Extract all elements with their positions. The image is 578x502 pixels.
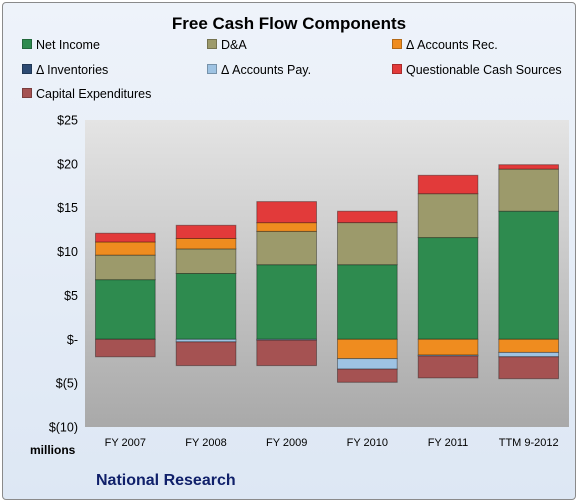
legend-swatch-inventories: [22, 64, 32, 74]
legend-item-accounts-rec: Δ Accounts Rec.: [392, 38, 498, 52]
bar-capital-expenditures-fy-2010: [337, 368, 398, 383]
bar-net-income-ttm-9-2012: [498, 210, 559, 340]
bar-capital-expenditures-fy-2007: [95, 338, 156, 358]
labels-layer: FY 2007 FY 2008 FY 2009 FY 2010 FY 2011 TTM 9…: [49, 114, 559, 450]
plot-background: [85, 120, 569, 427]
legend-swatch-accounts-pay: [207, 64, 217, 74]
legend-label-inventories: Δ Inventories: [36, 63, 109, 77]
y-tick-label: $(5): [56, 377, 78, 391]
x-tick-label-fy-2009: FY 2009: [266, 437, 307, 449]
legend-swatch-net-income: [22, 39, 32, 49]
y-tick-label: $5: [64, 289, 78, 303]
x-tick-label-fy-2008: FY 2008: [185, 437, 226, 449]
legend-item-net-income: Net Income: [22, 38, 100, 52]
bar-questionable-cash-sources-fy-2007: [95, 232, 156, 243]
bar-accounts-pay-fy-2010: [337, 358, 398, 370]
bar-capital-expenditures-fy-2008: [175, 341, 237, 367]
chart-title: Free Cash Flow Components: [171, 14, 407, 33]
y-tick-label: $25: [57, 114, 78, 128]
bar-accounts-rec-fy-2009: [256, 222, 317, 232]
bars-layer: [95, 164, 559, 383]
bar-d-a-fy-2007: [95, 254, 156, 281]
legend-swatch-capex: [22, 88, 32, 98]
bar-d-a-ttm-9-2012: [498, 168, 559, 212]
x-tick-label-fy-2010: FY 2010: [347, 437, 388, 449]
bar-questionable-cash-sources-fy-2008: [175, 224, 237, 240]
x-tick-label-ttm-9-2012: TTM 9-2012: [499, 437, 559, 449]
bar-net-income-fy-2007: [95, 279, 156, 340]
legend-label-accounts-rec: Δ Accounts Rec.: [406, 38, 498, 52]
y-tick-label: $15: [57, 201, 78, 215]
x-tick-label-fy-2007: FY 2007: [105, 437, 146, 449]
bar-accounts-pay-ttm-9-2012: [498, 351, 559, 358]
y-tick-label: $-: [67, 333, 78, 347]
bar-accounts-rec-fy-2011: [417, 338, 479, 356]
y-tick-label: $10: [57, 245, 78, 259]
legend-item-d-and-a: D&A: [207, 38, 247, 52]
legend-label-d-and-a: D&A: [221, 38, 247, 52]
bar-d-a-fy-2008: [175, 248, 237, 274]
company-name: National Research: [96, 472, 236, 489]
bar-net-income-fy-2011: [417, 237, 479, 340]
legend-label-accounts-pay: Δ Accounts Pay.: [221, 63, 312, 77]
bar-questionable-cash-sources-fy-2010: [337, 210, 398, 224]
bar-capital-expenditures-fy-2011: [417, 355, 479, 379]
legend-item-accounts-pay: Δ Accounts Pay.: [207, 63, 311, 77]
bar-questionable-cash-sources-ttm-9-2012: [498, 164, 559, 170]
bar-capital-expenditures-ttm-9-2012: [498, 356, 559, 380]
legend-swatch-accounts-rec: [392, 39, 402, 49]
bar-net-income-fy-2010: [337, 264, 398, 340]
legend-swatch-questionable-cash: [392, 64, 402, 74]
bar-accounts-rec-fy-2008: [175, 237, 237, 250]
bar-accounts-rec-fy-2007: [95, 241, 156, 256]
x-tick-label-fy-2011: FY 2011: [428, 437, 469, 449]
y-tick-label: $(10): [49, 421, 78, 435]
legend-label-net-income: Net Income: [36, 38, 100, 52]
units-label: millions: [30, 443, 76, 457]
bar-net-income-fy-2009: [256, 264, 317, 340]
y-tick-label: $20: [57, 157, 78, 171]
legend-swatch-d-and-a: [207, 39, 217, 49]
bar-accounts-rec-ttm-9-2012: [498, 338, 559, 353]
bar-questionable-cash-sources-fy-2009: [256, 201, 317, 224]
bar-questionable-cash-sources-fy-2011: [417, 174, 479, 195]
bar-accounts-pay-fy-2009: [256, 338, 317, 341]
legend-label-questionable-cash: Questionable Cash Sources: [406, 63, 562, 77]
legend-item-questionable-cash: Questionable Cash Sources: [392, 63, 562, 77]
bar-d-a-fy-2010: [337, 222, 398, 266]
bar-net-income-fy-2008: [175, 273, 237, 340]
bar-accounts-rec-fy-2010: [337, 338, 398, 360]
bar-d-a-fy-2009: [256, 230, 317, 266]
bar-capital-expenditures-fy-2009: [256, 339, 317, 367]
legend-label-capex: Capital Expenditures: [36, 87, 152, 101]
legend-item-capex: Capital Expenditures: [22, 87, 151, 101]
bar-d-a-fy-2011: [417, 193, 479, 239]
legend-item-inventories: Δ Inventories: [22, 63, 108, 77]
